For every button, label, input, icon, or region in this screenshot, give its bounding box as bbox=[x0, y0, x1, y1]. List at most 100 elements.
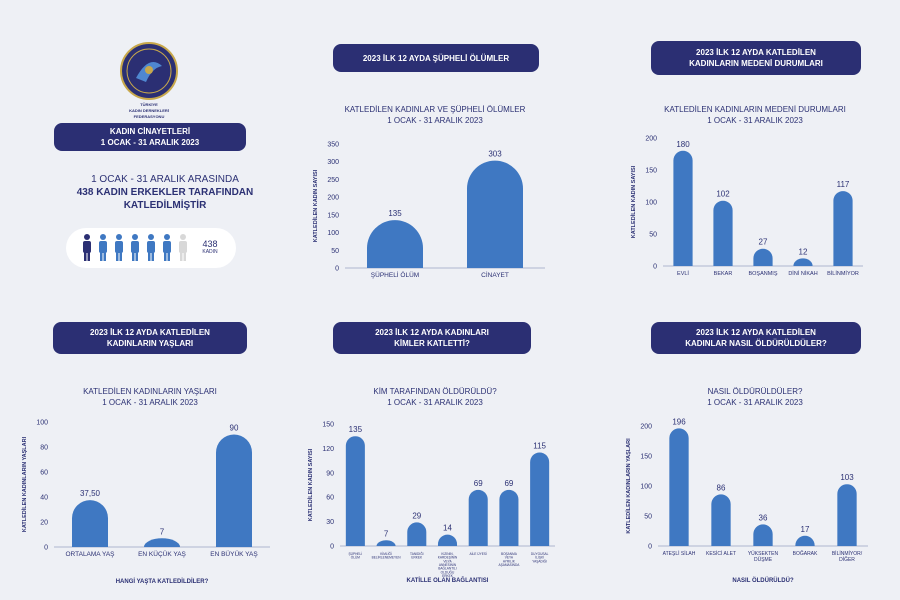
suspicious-chart-title: KATLEDİLEN KADINLAR VE ŞÜPHELİ ÖLÜMLER 1 … bbox=[344, 105, 526, 125]
how-chart-title: NASIL ÖLDÜRÜLDÜLER? 1 OCAK - 31 ARALIK 20… bbox=[707, 387, 803, 407]
category-label: BOŞANMIŞ bbox=[748, 271, 777, 277]
y-tick-label: 200 bbox=[640, 424, 652, 431]
category-label: DİNİ NİKAH bbox=[788, 270, 817, 277]
y-tick-label: 90 bbox=[326, 470, 334, 477]
y-tick-label: 50 bbox=[644, 514, 652, 521]
bar bbox=[376, 540, 396, 546]
category-label: ATEŞLİ SİLAH bbox=[663, 550, 696, 557]
federation-logo bbox=[120, 42, 178, 100]
category-label: ORTALAMA YAŞ bbox=[65, 551, 115, 558]
data-label: 90 bbox=[230, 424, 239, 433]
category-label: EN KÜÇÜK YAŞ bbox=[138, 550, 186, 558]
person-icon bbox=[131, 234, 139, 261]
who-killed-pill: 2023 İLK 12 AYDA KADINLARI KİMLER KATLET… bbox=[333, 322, 531, 354]
y-tick-label: 0 bbox=[44, 545, 48, 552]
bar bbox=[713, 200, 733, 266]
y-tick-label: 40 bbox=[40, 495, 48, 502]
data-label: 12 bbox=[799, 247, 808, 256]
category-label: EN BÜYÜK YAŞ bbox=[210, 550, 258, 558]
y-tick-label: 30 bbox=[326, 519, 334, 526]
y-tick-label: 0 bbox=[648, 544, 652, 551]
category-label: TANIDIĞI ERKEK bbox=[410, 551, 424, 560]
how-killed-pill: 2023 İLK 12 AYDA KATLEDİLEN KADINLAR NAS… bbox=[651, 322, 861, 354]
marital-chart-title: KATLEDİLEN KADINLARIN MEDENİ DURUMLARI 1 … bbox=[664, 105, 846, 125]
category-label: EVLİ bbox=[677, 270, 689, 277]
category-label: KIZININ, KARDEŞİNİN VEYA ANNESİNİN BAĞLANTIL… bbox=[438, 552, 458, 578]
y-axis-label: KATLEDİLEN KADIN SAYISI bbox=[312, 169, 319, 242]
suspicious-deaths-pill: 2023 İLK 12 AYDA ŞÜPHELİ ÖLÜMLER bbox=[333, 44, 539, 72]
y-tick-label: 60 bbox=[40, 470, 48, 477]
y-tick-label: 100 bbox=[327, 230, 339, 237]
y-tick-label: 350 bbox=[327, 142, 339, 149]
y-tick-label: 50 bbox=[649, 232, 657, 239]
bar bbox=[144, 538, 180, 547]
data-label: 180 bbox=[676, 140, 690, 149]
y-tick-label: 0 bbox=[653, 264, 657, 271]
suspicious-deaths-chart: KATLEDİLEN KADIN SAYISI 0 50 100 150 200 250 30… bbox=[300, 138, 560, 293]
y-tick-label: 60 bbox=[326, 495, 334, 502]
ages-chart-title: KATLEDİLEN KADINLARIN YAŞLARI 1 OCAK - 31… bbox=[83, 387, 217, 407]
bar bbox=[499, 489, 519, 546]
category-label: ŞÜPHELİ ÖLÜM bbox=[371, 270, 419, 279]
data-label: 103 bbox=[840, 473, 854, 482]
category-label: BOĞARAK bbox=[793, 550, 818, 557]
y-axis-label: KATLEDİLEN KADIN SAYISI bbox=[307, 448, 314, 521]
bar bbox=[468, 489, 488, 546]
y-tick-label: 0 bbox=[330, 544, 334, 551]
y-tick-label: 50 bbox=[331, 248, 339, 255]
y-tick-label: 150 bbox=[645, 168, 657, 175]
y-tick-label: 20 bbox=[40, 520, 48, 527]
summary-text: 1 OCAK - 31 ARALIK ARASINDA 438 KADIN ER… bbox=[76, 174, 254, 211]
y-tick-label: 100 bbox=[640, 484, 652, 491]
data-label: 29 bbox=[412, 511, 421, 520]
person-icon bbox=[83, 234, 91, 261]
category-label: YÜKSEKTEN DÜŞME bbox=[748, 550, 779, 563]
bar bbox=[72, 500, 108, 547]
logo-caption: TÜRKİYE KADIN DERNEKLERİ FEDERASYONU bbox=[129, 102, 169, 119]
femicide-pill: KADIN CİNAYETLERİ 1 OCAK - 31 ARALIK 202… bbox=[54, 123, 246, 151]
category-label: DUYGUSAL İLİŞKİ YAŞADIĞI bbox=[531, 552, 549, 563]
person-icon bbox=[163, 234, 171, 261]
bar bbox=[216, 434, 252, 547]
people-pictogram bbox=[66, 228, 236, 268]
data-label: 7 bbox=[160, 527, 165, 536]
bar bbox=[467, 160, 523, 268]
data-label: 7 bbox=[384, 529, 389, 538]
bar bbox=[367, 220, 423, 268]
marital-status-chart: KATLEDİLEN KADIN SAYISI 0 50 100 150 200 180 EV… bbox=[618, 132, 878, 292]
data-label: 102 bbox=[716, 190, 730, 199]
x-axis-label: HANGİ YAŞTA KATLEDİLDİLER? bbox=[116, 578, 209, 585]
bar bbox=[673, 150, 693, 266]
y-axis-label: KATLEDİLEN KADINLARIN YAŞLARI bbox=[625, 438, 632, 534]
y-tick-label: 150 bbox=[327, 212, 339, 219]
x-axis-label: NASIL ÖLDÜRÜLDÜ? bbox=[732, 577, 794, 584]
data-label: 69 bbox=[474, 479, 483, 488]
person-icon bbox=[179, 234, 187, 261]
y-tick-label: 120 bbox=[322, 446, 334, 453]
person-icon bbox=[147, 234, 155, 261]
data-label: 14 bbox=[443, 524, 452, 533]
bar bbox=[345, 436, 365, 546]
y-tick-label: 250 bbox=[327, 177, 339, 184]
who-chart-title: KİM TARAFINDAN ÖLDÜRÜLDÜ? 1 OCAK - 31 ARA… bbox=[373, 387, 497, 407]
y-tick-label: 100 bbox=[36, 420, 48, 427]
bar bbox=[530, 452, 550, 546]
data-label: 135 bbox=[349, 425, 363, 434]
category-label: KİMLİĞİ BELİRLENEMEYEN bbox=[372, 551, 402, 560]
how-killed-chart: KATLEDİLEN KADINLARIN YAŞLARI 0 50 100 150 20… bbox=[618, 417, 878, 598]
y-tick-label: 0 bbox=[335, 266, 339, 273]
y-tick-label: 200 bbox=[645, 136, 657, 143]
bar bbox=[753, 524, 773, 546]
category-label: BOŞANMA VEYA AYRILIK AŞAMASINDA bbox=[498, 552, 520, 567]
y-axis-label: KATLEDİLEN KADIN SAYISI bbox=[630, 165, 637, 238]
bar bbox=[837, 484, 857, 546]
data-label: 117 bbox=[837, 180, 850, 189]
bar bbox=[669, 428, 689, 546]
bar bbox=[437, 534, 458, 546]
who-killed-chart: KATLEDİLEN KADIN SAYISI 0 30 60 90 120 150 135 Ş… bbox=[300, 418, 560, 598]
category-label: KESİCİ ALET bbox=[706, 550, 736, 557]
y-axis-label: KATLEDİLEN KADINLARIN YAŞLARI bbox=[21, 436, 28, 532]
category-label: BEKAR bbox=[714, 271, 733, 277]
category-label: BİLİNMİYOR bbox=[827, 270, 859, 277]
x-axis-label: KATİLLE OLAN BAĞLANTISI bbox=[407, 576, 489, 584]
